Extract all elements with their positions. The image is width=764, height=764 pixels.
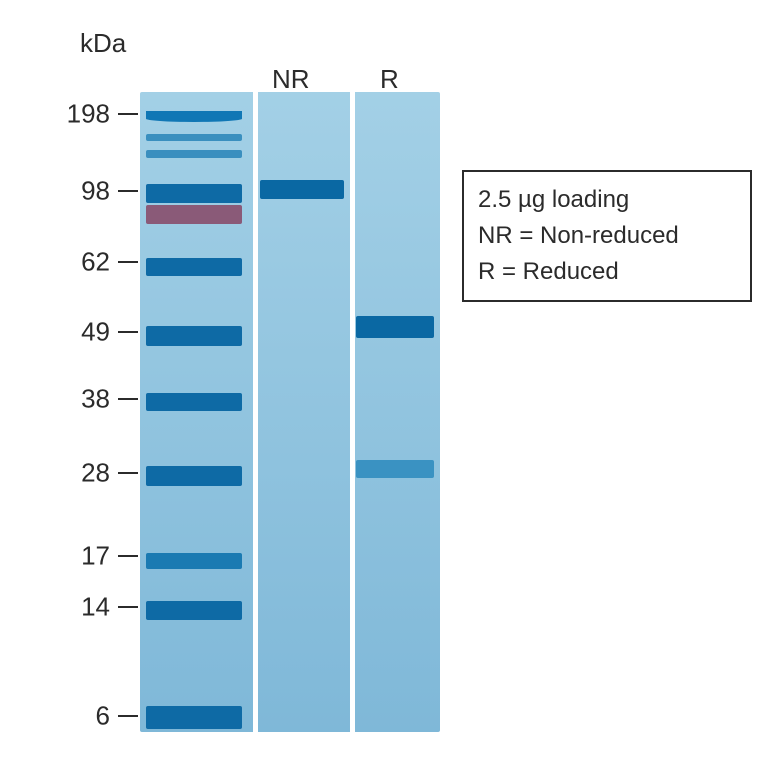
axis-title: kDa	[80, 28, 126, 59]
lane-label-r: R	[380, 64, 399, 95]
band-r-0	[356, 316, 434, 338]
axis-tick-label: 49	[50, 317, 110, 348]
axis-tick-label: 28	[50, 457, 110, 488]
axis-tick-label: 98	[50, 176, 110, 207]
axis-tick-label: 198	[50, 99, 110, 130]
axis-tick-label: 14	[50, 592, 110, 623]
axis-tick-line	[118, 555, 138, 557]
legend-line: NR = Non-reduced	[478, 218, 736, 254]
lane-ladder	[146, 92, 242, 732]
axis-tick-label: 6	[50, 701, 110, 732]
band-ladder-7	[146, 393, 242, 411]
lane-separator	[350, 92, 355, 732]
axis-tick-line	[118, 715, 138, 717]
axis-tick-line	[118, 606, 138, 608]
axis-tick-line	[118, 472, 138, 474]
legend-line: R = Reduced	[478, 254, 736, 290]
axis-tick-label: 17	[50, 541, 110, 572]
lane-label-nr: NR	[272, 64, 310, 95]
axis-tick-line	[118, 190, 138, 192]
band-r-1	[356, 460, 434, 478]
legend-box: 2.5 µg loadingNR = Non-reducedR = Reduce…	[462, 170, 752, 302]
axis-tick-line	[118, 261, 138, 263]
band-ladder-10	[146, 601, 242, 620]
band-ladder-0	[146, 111, 242, 122]
axis-tick-line	[118, 113, 138, 115]
band-ladder-11	[146, 706, 242, 728]
axis-tick-line	[118, 398, 138, 400]
band-ladder-4	[146, 205, 242, 224]
band-ladder-5	[146, 258, 242, 276]
band-nr-0	[260, 180, 344, 199]
legend-line: 2.5 µg loading	[478, 182, 736, 218]
band-ladder-2	[146, 150, 242, 158]
band-ladder-3	[146, 184, 242, 203]
axis-tick-label: 62	[50, 246, 110, 277]
gel-image	[140, 92, 440, 732]
band-ladder-9	[146, 553, 242, 569]
axis-tick-line	[118, 331, 138, 333]
band-ladder-1	[146, 134, 242, 142]
lane-separator	[253, 92, 258, 732]
band-ladder-8	[146, 466, 242, 485]
band-ladder-6	[146, 326, 242, 346]
lane-nr	[260, 92, 344, 732]
lane-r	[356, 92, 434, 732]
axis-tick-label: 38	[50, 384, 110, 415]
